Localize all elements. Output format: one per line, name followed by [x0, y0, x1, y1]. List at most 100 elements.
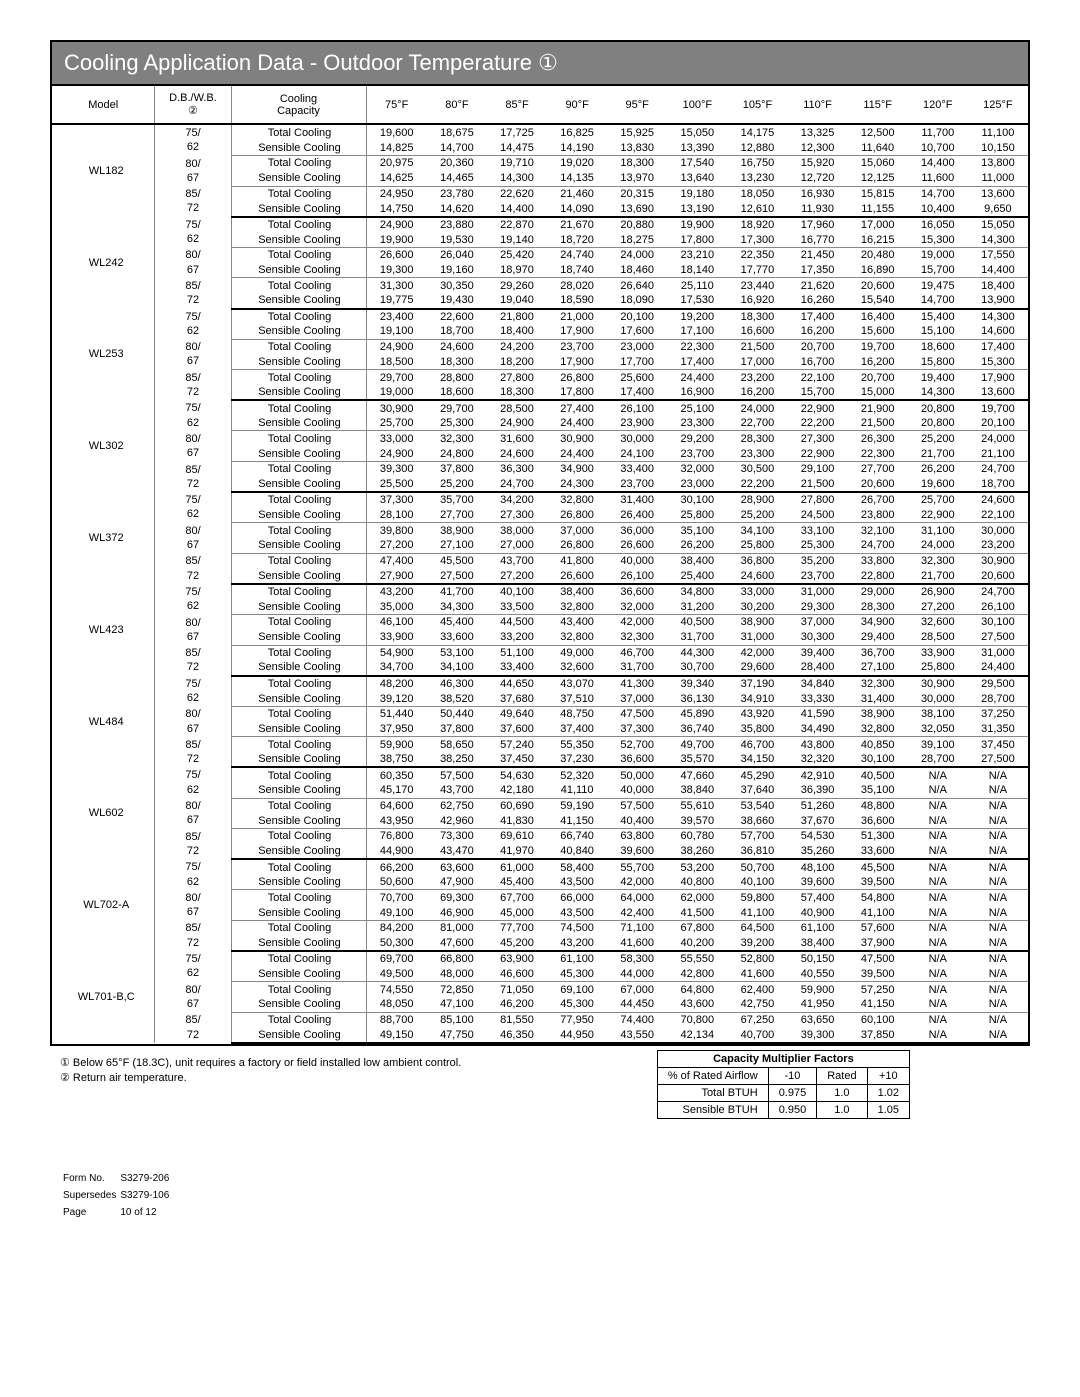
data-cell: 45,300	[547, 997, 607, 1012]
model-cell: WL302	[52, 400, 155, 492]
data-cell: 63,800	[607, 829, 667, 844]
data-cell: 16,400	[848, 309, 908, 325]
data-cell: 48,800	[848, 798, 908, 813]
data-cell: 64,500	[727, 920, 787, 935]
data-cell: 44,950	[547, 1027, 607, 1043]
data-cell: 24,000	[727, 400, 787, 416]
data-cell: 16,200	[788, 324, 848, 339]
data-cell: 37,230	[547, 752, 607, 768]
data-cell: 20,315	[607, 186, 667, 201]
data-cell: 66,000	[547, 890, 607, 905]
doc-footer: Form No.S3279-206 SupersedesS3279-106 Pa…	[60, 1169, 1080, 1222]
data-cell: 24,600	[487, 446, 547, 461]
data-cell: 33,800	[848, 553, 908, 568]
data-cell: 58,650	[427, 737, 487, 752]
data-cell: 37,450	[487, 752, 547, 768]
data-cell: 19,000	[366, 385, 427, 401]
data-cell: 15,540	[848, 293, 908, 309]
data-cell: 51,440	[366, 706, 427, 721]
data-cell: 31,200	[667, 599, 727, 614]
data-cell: 34,300	[427, 599, 487, 614]
data-cell: 32,800	[547, 630, 607, 645]
dbwb-cell: 85/72	[155, 645, 231, 676]
data-cell: 18,090	[607, 293, 667, 309]
data-cell: 20,800	[908, 416, 968, 431]
data-cell: 41,590	[788, 706, 848, 721]
data-cell: 40,840	[547, 844, 607, 860]
data-cell: N/A	[968, 798, 1028, 813]
data-cell: N/A	[908, 982, 968, 997]
data-cell: 17,540	[667, 156, 727, 171]
data-cell: 22,700	[727, 416, 787, 431]
data-cell: 15,925	[607, 124, 667, 140]
capacity-label: Total Cooling	[231, 767, 366, 783]
capacity-label: Sensible Cooling	[231, 385, 366, 401]
dbwb-cell: 85/72	[155, 553, 231, 584]
cmf-value: 1.0	[817, 1084, 867, 1101]
data-cell: 34,800	[667, 584, 727, 600]
data-cell: N/A	[908, 813, 968, 828]
data-cell: 59,800	[727, 890, 787, 905]
data-cell: N/A	[968, 829, 1028, 844]
data-cell: 51,300	[848, 829, 908, 844]
data-cell: 15,400	[908, 309, 968, 325]
data-cell: 45,200	[487, 935, 547, 951]
cmf-value: 0.975	[768, 1084, 817, 1101]
data-cell: 29,200	[667, 431, 727, 446]
data-cell: 16,750	[727, 156, 787, 171]
data-cell: 10,400	[908, 201, 968, 217]
data-cell: 27,800	[788, 492, 848, 508]
data-cell: 24,600	[727, 568, 787, 584]
data-cell: 13,600	[968, 385, 1028, 401]
data-cell: 41,150	[547, 813, 607, 828]
data-cell: 39,340	[667, 676, 727, 692]
capacity-label: Total Cooling	[231, 124, 366, 140]
data-cell: 30,000	[908, 691, 968, 706]
data-cell: 23,780	[427, 186, 487, 201]
data-cell: 18,500	[366, 354, 427, 369]
data-cell: 17,000	[727, 354, 787, 369]
data-cell: 31,000	[727, 630, 787, 645]
capacity-label: Sensible Cooling	[231, 201, 366, 217]
data-cell: 19,900	[366, 232, 427, 247]
data-cell: 19,180	[667, 186, 727, 201]
data-cell: 33,900	[908, 645, 968, 660]
data-cell: 43,500	[547, 905, 607, 920]
data-cell: 33,100	[788, 523, 848, 538]
data-cell: 64,000	[607, 890, 667, 905]
data-cell: 37,680	[487, 691, 547, 706]
data-cell: 22,900	[908, 508, 968, 523]
column-header: 85°F	[487, 86, 547, 124]
column-header: 120°F	[908, 86, 968, 124]
data-cell: 24,740	[547, 247, 607, 262]
data-cell: 18,590	[547, 293, 607, 309]
data-cell: 44,500	[487, 615, 547, 630]
data-cell: 38,520	[427, 691, 487, 706]
data-cell: 37,950	[366, 722, 427, 737]
data-cell: 36,000	[607, 523, 667, 538]
dbwb-cell: 75/62	[155, 124, 231, 156]
data-cell: 13,970	[607, 171, 667, 186]
dbwb-cell: 80/67	[155, 339, 231, 370]
data-cell: 30,500	[727, 462, 787, 477]
data-cell: 32,600	[908, 615, 968, 630]
data-cell: 31,350	[968, 722, 1028, 737]
capacity-label: Sensible Cooling	[231, 232, 366, 247]
data-cell: 36,600	[848, 813, 908, 828]
data-cell: N/A	[908, 829, 968, 844]
data-cell: 53,540	[727, 798, 787, 813]
capacity-label: Total Cooling	[231, 370, 366, 385]
data-cell: 29,700	[427, 400, 487, 416]
data-cell: 24,300	[547, 477, 607, 493]
data-cell: 41,100	[848, 905, 908, 920]
dbwb-cell: 75/62	[155, 584, 231, 615]
data-cell: 20,600	[848, 278, 908, 293]
data-cell: 25,200	[427, 477, 487, 493]
data-cell: 14,700	[427, 140, 487, 156]
data-cell: 26,800	[547, 370, 607, 385]
data-cell: 57,500	[427, 767, 487, 783]
data-cell: 46,300	[427, 676, 487, 692]
dbwb-cell: 75/62	[155, 217, 231, 248]
data-cell: 57,700	[727, 829, 787, 844]
data-cell: 36,390	[788, 783, 848, 798]
